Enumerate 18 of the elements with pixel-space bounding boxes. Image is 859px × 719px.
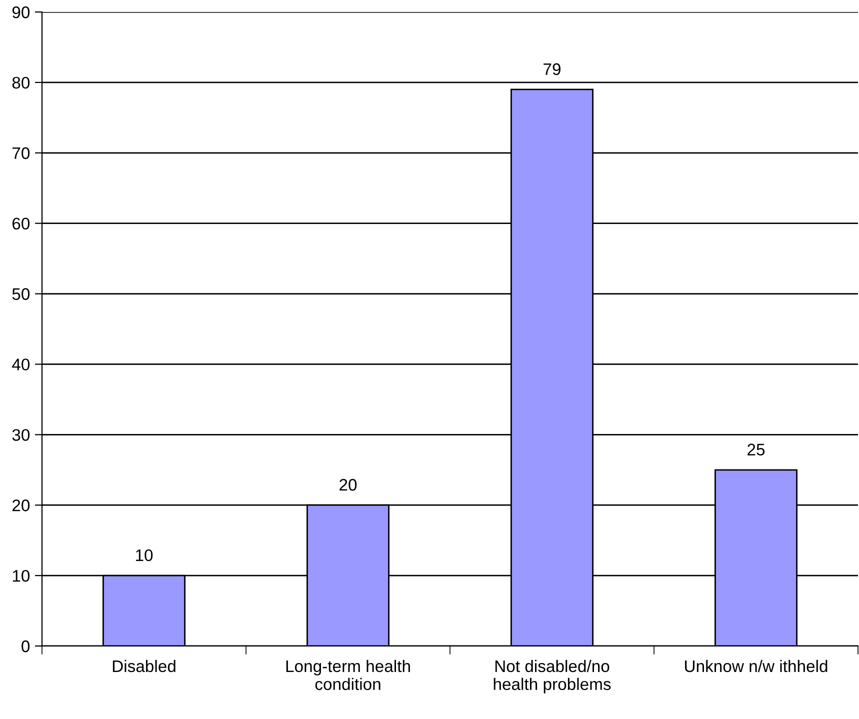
y-tick-label: 30: [12, 429, 30, 441]
x-tick-label: Long-term health condition: [286, 660, 410, 690]
data-label: 79: [544, 63, 560, 76]
y-tick-label: 70: [12, 147, 30, 160]
data-label: 20: [340, 478, 357, 491]
data-label: 25: [748, 444, 765, 456]
y-tick-label: 20: [12, 500, 30, 512]
x-tick-label: Disabled: [112, 660, 176, 672]
x-tick-label: Unknow n/w ithheld: [685, 660, 828, 672]
data-label: 10: [136, 549, 153, 562]
y-tick-label: 90: [12, 6, 30, 18]
y-tick-label: 50: [12, 288, 30, 300]
y-tick-label: 0: [22, 640, 30, 652]
x-tick-label: Not disabled/no health problems: [494, 660, 611, 694]
y-tick-label: 10: [12, 570, 30, 582]
y-tick-label: 40: [12, 358, 30, 370]
y-tick-label: 60: [12, 218, 30, 230]
y-tick-label: 80: [12, 76, 30, 89]
